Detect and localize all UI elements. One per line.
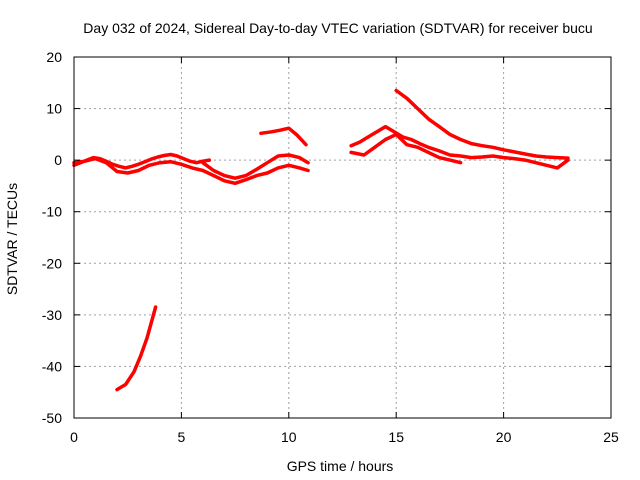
x-axis-label: GPS time / hours <box>287 458 394 474</box>
grid-lines <box>74 57 611 418</box>
series-track-b <box>72 156 310 186</box>
data-series <box>72 88 570 392</box>
series-track-h <box>349 132 463 165</box>
x-tick-label: 25 <box>603 429 619 445</box>
x-tick-label: 20 <box>496 429 512 445</box>
y-tick-label: -10 <box>42 204 62 220</box>
y-tick-label: -50 <box>42 410 62 426</box>
y-tick-label: -30 <box>42 307 62 323</box>
y-tick-label: 10 <box>46 101 62 117</box>
chart-title: Day 032 of 2024, Sidereal Day-to-day VTE… <box>83 20 592 36</box>
y-tick-label: -40 <box>42 358 62 374</box>
series-track-f <box>349 124 570 170</box>
x-tick-label: 10 <box>281 429 297 445</box>
y-tick-label: 0 <box>54 152 62 168</box>
series-track-c <box>201 153 310 180</box>
x-tick-label: 5 <box>178 429 186 445</box>
plot-frame <box>73 56 612 419</box>
y-tick-label: 20 <box>46 49 62 65</box>
y-tick-label: -20 <box>42 255 62 271</box>
axis-ticks: 0 5 10 15 20 25 -50 -40 -30 -20 -10 0 10 20 <box>42 49 619 445</box>
series-track-e <box>115 305 158 392</box>
y-axis-label: SDTVAR / TECUs <box>4 183 20 295</box>
series-track-g <box>394 88 570 160</box>
series-track-d <box>259 126 308 147</box>
x-tick-label: 15 <box>388 429 404 445</box>
x-tick-label: 0 <box>70 429 78 445</box>
